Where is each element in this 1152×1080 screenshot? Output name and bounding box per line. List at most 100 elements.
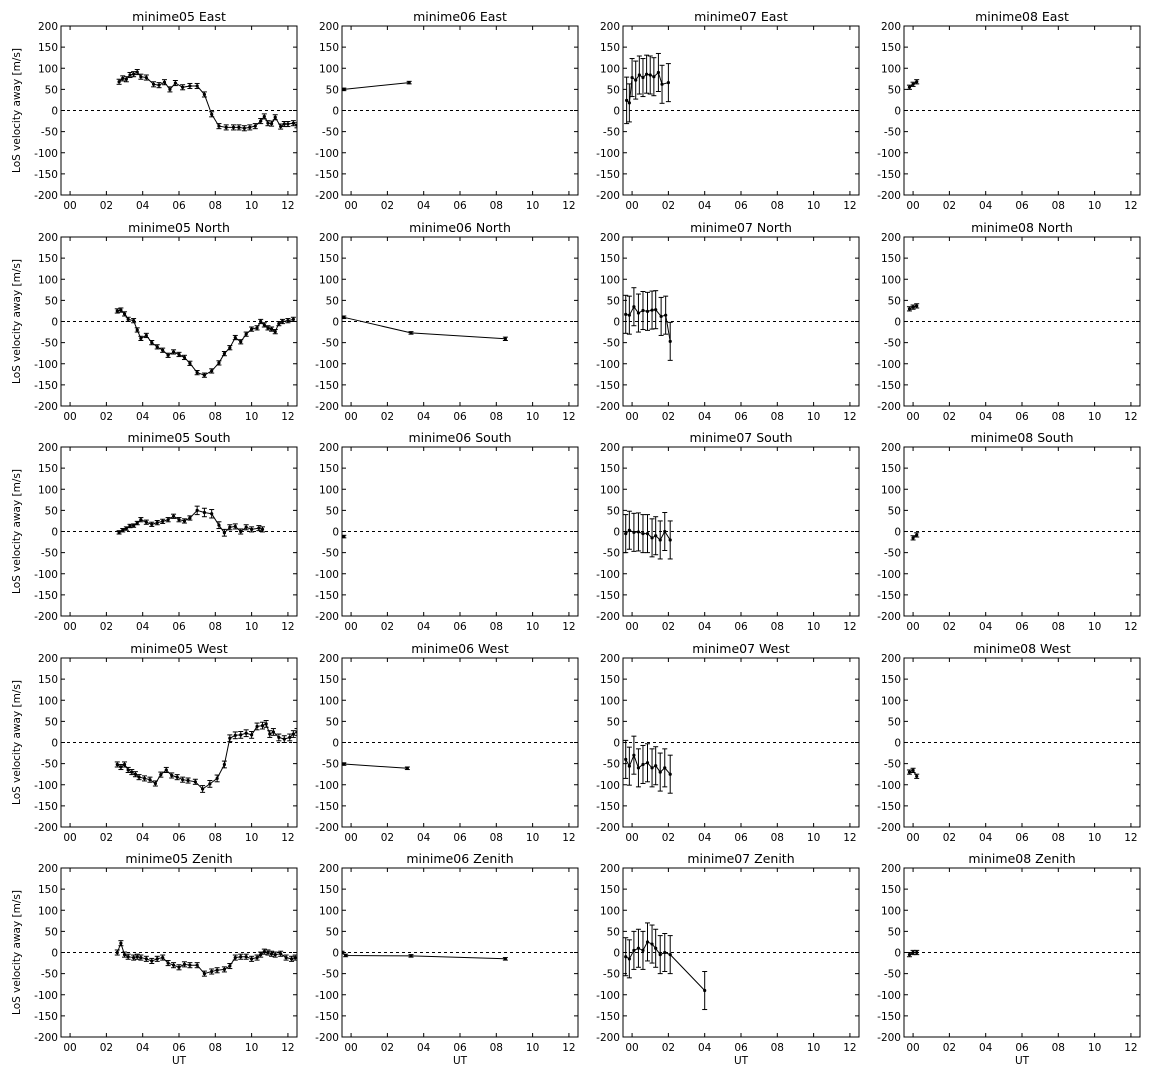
data-point (915, 533, 919, 537)
x-tick-label: 08 (490, 621, 503, 633)
y-tick-label: 50 (326, 84, 339, 96)
data-series (906, 767, 920, 779)
subplot-14: minime06 West 200 150 100 50 0 -50 -100 -150 -200… (315, 641, 579, 844)
x-tick-label: 06 (453, 621, 467, 633)
y-tick-label: 200 (881, 863, 901, 875)
data-point (342, 950, 344, 955)
x-tick-label: 04 (136, 621, 150, 633)
data-point (259, 119, 263, 123)
data-point (637, 73, 641, 77)
subplot-title: minime07 West (692, 641, 790, 656)
x-tick-label: 12 (281, 411, 294, 423)
y-tick-label: -50 (603, 127, 620, 139)
y-tick-label: 100 (881, 905, 901, 917)
data-point (124, 77, 128, 81)
subplot-title: minime08 North (971, 220, 1073, 235)
data-point (641, 308, 645, 313)
data-point (663, 950, 667, 955)
data-point (233, 733, 237, 737)
y-tick-label: 0 (613, 527, 620, 539)
x-tick-label: 10 (526, 200, 539, 212)
data-point (636, 311, 641, 315)
y-tick-label: 150 (600, 463, 620, 475)
x-tick-label: 06 (172, 1042, 186, 1054)
x-tick-label: 04 (979, 200, 993, 212)
data-point (658, 538, 662, 542)
data-point (233, 524, 237, 529)
y-tick-label: 50 (888, 295, 901, 307)
y-tick-label: -150 (596, 169, 620, 181)
y-tick-label: -100 (596, 148, 620, 160)
x-tick-label: 06 (172, 832, 186, 844)
data-point (170, 773, 174, 778)
x-tick-label: 04 (979, 621, 993, 633)
y-tick-label: 150 (319, 463, 339, 475)
data-point (155, 957, 159, 961)
y-tick-label: 0 (894, 527, 901, 539)
y-tick-label: -200 (34, 1032, 58, 1044)
data-point (266, 950, 270, 955)
y-tick-label: -100 (315, 569, 339, 581)
x-tick-label: 10 (1088, 411, 1101, 423)
data-point (202, 972, 207, 976)
data-point (259, 319, 263, 324)
subplot-title: minime05 North (128, 220, 230, 235)
y-tick-label: 50 (326, 926, 339, 938)
x-tick-label: 12 (562, 200, 575, 212)
data-point (342, 315, 346, 319)
y-tick-label: -200 (315, 1032, 339, 1044)
data-point (632, 305, 636, 309)
data-point (636, 530, 641, 534)
data-series (623, 735, 673, 794)
data-point (121, 76, 125, 80)
y-tick-label: 200 (38, 863, 58, 875)
y-tick-label: 0 (51, 317, 58, 329)
x-tick-label: 10 (807, 1042, 820, 1054)
data-point (126, 317, 130, 321)
y-tick-label: 200 (38, 232, 58, 244)
y-tick-label: -100 (315, 359, 339, 371)
y-tick-label: -200 (596, 1032, 620, 1044)
subplot-title: minime06 East (413, 9, 507, 24)
x-tick-label: 10 (526, 621, 539, 633)
data-point (115, 762, 119, 767)
y-tick-label: -150 (34, 380, 58, 392)
y-axis-label: LoS velocity away [m/s] (11, 680, 23, 805)
data-point (182, 519, 187, 523)
data-point (186, 778, 190, 783)
y-tick-label: -150 (315, 169, 339, 181)
x-tick-label: 08 (490, 411, 503, 423)
data-point (202, 373, 207, 377)
data-point (915, 80, 919, 84)
subplot-7: minime07 North 200 150 100 50 0 -50 -100 -150 -20… (596, 220, 860, 423)
data-series (116, 69, 297, 132)
data-point (503, 337, 507, 341)
data-point (166, 518, 170, 522)
subplot-title: minime05 East (132, 9, 226, 24)
data-point (907, 85, 912, 89)
data-point (124, 526, 128, 531)
x-tick-label: 04 (417, 832, 431, 844)
data-point (239, 733, 243, 737)
y-tick-label: -100 (596, 569, 620, 581)
data-point (188, 963, 192, 967)
y-tick-label: 200 (319, 21, 339, 33)
y-tick-label: 50 (45, 295, 58, 307)
y-tick-label: 200 (600, 232, 620, 244)
subplot-12: minime08 South 200 150 100 50 0 -50 -100 -150 -20… (877, 430, 1141, 633)
subplot-5: minime05 North 200 150 100 50 0 -50 -100 -150 -20… (11, 220, 298, 423)
subplot-title: minime06 North (409, 220, 511, 235)
data-point (663, 529, 667, 534)
subplot-title: minime08 East (975, 9, 1069, 24)
y-tick-label: -50 (603, 338, 620, 350)
y-tick-label: 0 (51, 106, 58, 118)
x-tick-label: 00 (63, 200, 76, 212)
data-series (906, 303, 920, 312)
data-point (645, 532, 650, 536)
y-tick-label: 50 (607, 295, 620, 307)
x-tick-label: 02 (943, 1042, 956, 1054)
y-tick-label: 50 (45, 926, 58, 938)
y-tick-label: -150 (315, 1011, 339, 1023)
x-tick-label: 08 (209, 1042, 222, 1054)
